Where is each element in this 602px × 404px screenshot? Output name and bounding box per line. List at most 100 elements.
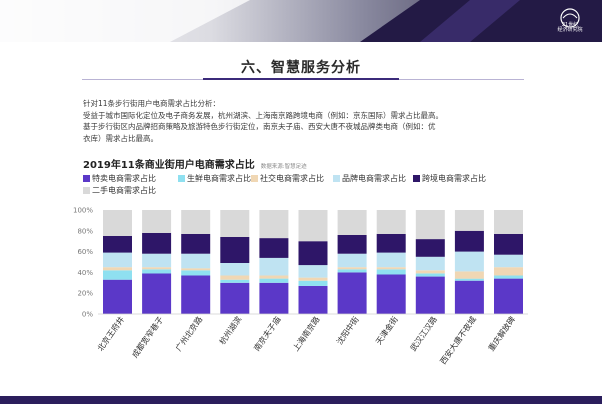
- bar-segment: [142, 210, 172, 233]
- bar-segment: [103, 267, 132, 271]
- logo-icon: [560, 8, 580, 28]
- bar-segment: [376, 233, 406, 253]
- header-band: [0, 0, 602, 42]
- legend-swatch: [83, 187, 90, 194]
- intro-line: 衣库）需求占比最高。: [83, 133, 158, 143]
- bar-segment: [376, 210, 406, 234]
- x-tick-label: 武汉江汉路: [408, 314, 439, 353]
- bar-segment: [298, 241, 328, 266]
- bar-segment: [337, 272, 367, 314]
- bar-segment: [415, 239, 445, 257]
- legend-item: 生鲜电商需求占比: [178, 173, 251, 184]
- bar-segment: [376, 274, 406, 314]
- bar-segment: [298, 277, 328, 281]
- legend-item: 特卖电商需求占比: [83, 173, 156, 184]
- bar-segment: [494, 278, 523, 314]
- x-tick-label: 广州北京路: [173, 314, 204, 353]
- chart-title: 2019年11条商业街用户电商需求占比 数据来源:智慧足迹: [83, 156, 307, 171]
- bar-segment: [142, 232, 172, 254]
- bar-segment: [337, 269, 367, 273]
- legend-swatch: [251, 175, 258, 182]
- legend-swatch: [413, 175, 420, 182]
- x-tick-label: 天津金街: [373, 314, 400, 346]
- bar-segment: [337, 267, 367, 270]
- bar-segment: [376, 267, 406, 270]
- logo-text: 21世纪 经济研究院: [557, 22, 583, 33]
- bar-segment: [181, 270, 211, 276]
- bar-segment: [415, 270, 445, 274]
- x-tick-label: 杭州湖滨: [217, 314, 244, 346]
- bar-segment: [259, 282, 289, 314]
- y-tick-label: 60%: [77, 248, 93, 256]
- legend-label: 跨境电商需求占比: [422, 174, 486, 183]
- bar-segment: [454, 278, 484, 281]
- y-tick-label: 40%: [77, 269, 93, 277]
- x-tick-label: 南京夫子庙: [251, 314, 282, 353]
- bar-segment: [415, 256, 445, 271]
- legend-label: 社交电商需求占比: [260, 174, 324, 183]
- bar-segment: [259, 278, 289, 283]
- bar-segment: [337, 253, 367, 268]
- intro-text: 针对11条步行街用户电商需求占比分析： 受益于城市国际化定位及电子商务发展，杭州…: [83, 98, 543, 144]
- footer-band: [0, 396, 602, 404]
- bar-segment: [298, 265, 328, 278]
- intro-line: 受益于城市国际化定位及电子商务发展，杭州湖滨、上海南京路跨境电商（例如：京东国际…: [83, 110, 443, 120]
- bar-segment: [181, 210, 211, 234]
- bar-segment: [298, 210, 328, 242]
- bar-segment: [259, 210, 289, 239]
- legend-label: 特卖电商需求占比: [92, 174, 156, 183]
- bar-segment: [454, 251, 484, 272]
- legend-swatch: [333, 175, 340, 182]
- y-tick-label: 0%: [82, 311, 93, 319]
- bar-segment: [298, 285, 328, 314]
- y-tick-label: 100%: [73, 207, 93, 215]
- bar-segment: [454, 271, 484, 279]
- bar-segment: [142, 267, 172, 270]
- bar-segment: [494, 210, 523, 234]
- chart-title-text: 2019年11条商业街用户电商需求占比: [83, 160, 255, 171]
- bar-segment: [259, 275, 289, 279]
- intro-line: 针对11条步行街用户电商需求占比分析：: [83, 99, 221, 108]
- bar-segment: [220, 263, 250, 276]
- bar-segment: [103, 279, 132, 314]
- legend-item: 社交电商需求占比: [251, 173, 324, 184]
- x-tick-label: 北京王府井: [95, 314, 126, 353]
- chart-source: 数据来源:智慧足迹: [260, 164, 307, 170]
- bar-segment: [454, 230, 484, 252]
- bar-segment: [220, 210, 250, 237]
- bar-segment: [494, 267, 523, 276]
- legend-swatch: [83, 175, 90, 182]
- bar-segment: [103, 210, 132, 236]
- y-tick-label: 80%: [77, 227, 93, 235]
- bar-segment: [181, 275, 211, 314]
- legend-item: 跨境电商需求占比: [413, 173, 486, 184]
- bar-segment: [376, 269, 406, 275]
- x-tick-label: 成都宽窄巷子: [130, 314, 166, 359]
- bar-segment: [337, 210, 367, 235]
- legend-label: 品牌电商需求占比: [342, 174, 406, 183]
- watermark: 头条 @未来智库: [492, 377, 588, 392]
- bar-segment: [103, 270, 132, 280]
- bar-segment: [259, 257, 289, 276]
- y-tick-label: 20%: [77, 290, 93, 298]
- bar-segment: [181, 233, 211, 254]
- bar-segment: [415, 210, 445, 240]
- bar-segment: [142, 253, 172, 268]
- bar-segment: [494, 233, 523, 255]
- bar-segment: [181, 268, 211, 271]
- legend-label: 二手电商需求占比: [92, 186, 156, 195]
- page-title: 六、智慧服务分析: [241, 60, 361, 76]
- x-tick-label: 沈阳中街: [334, 314, 361, 346]
- title-rule-accent: [203, 78, 399, 80]
- intro-line: 基于步行街区内品牌招商策略及旅游特色步行街定位，南京夫子庙、西安大唐不夜城品牌类…: [83, 122, 436, 131]
- bar-segment: [103, 252, 132, 268]
- bar-segment: [220, 275, 250, 280]
- bar-segment: [142, 269, 172, 274]
- bar-segment: [454, 280, 484, 314]
- bar-segment: [298, 280, 328, 286]
- bar-segment: [337, 235, 367, 254]
- bar-segment: [494, 275, 523, 279]
- legend-swatch: [178, 175, 185, 182]
- x-tick-label: 上海南京路: [291, 314, 322, 353]
